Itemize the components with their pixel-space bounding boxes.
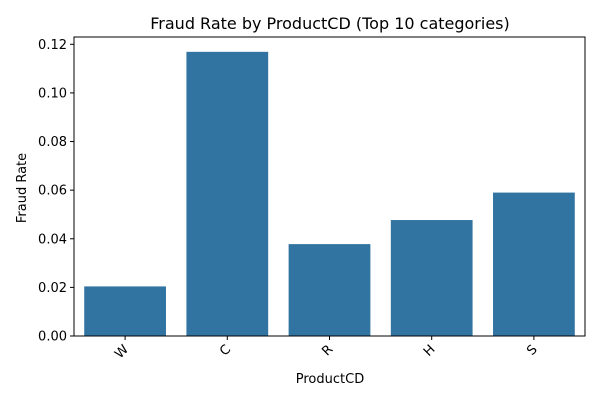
bar-C xyxy=(186,51,269,336)
y-ticks: 0.00 0.02 0.04 0.06 0.08 0.10 0.12 xyxy=(38,38,74,345)
x-tick-label-R: R xyxy=(319,342,336,359)
x-tick-label-S: S xyxy=(524,342,540,358)
y-tick-label: 0.02 xyxy=(38,281,67,296)
x-tick-label-C: C xyxy=(217,342,234,359)
x-tick-label-W: W xyxy=(112,342,132,362)
bar-W xyxy=(84,286,166,336)
y-tick-label: 0.12 xyxy=(38,38,67,53)
bar-S xyxy=(493,192,575,336)
y-tick-label: 0.08 xyxy=(38,135,67,150)
x-axis-title: ProductCD xyxy=(296,372,364,387)
chart-title: Fraud Rate by ProductCD (Top 10 categori… xyxy=(150,14,510,33)
y-tick-label: 0.00 xyxy=(38,330,67,345)
bars-group xyxy=(84,51,575,336)
y-tick-label: 0.06 xyxy=(38,184,67,199)
x-tick-label-H: H xyxy=(421,342,439,360)
bar-H xyxy=(390,220,473,336)
y-tick-label: 0.10 xyxy=(38,86,67,101)
y-axis-title: Fraud Rate xyxy=(15,153,30,223)
bar-R xyxy=(288,244,371,336)
y-tick-label: 0.04 xyxy=(38,232,67,247)
